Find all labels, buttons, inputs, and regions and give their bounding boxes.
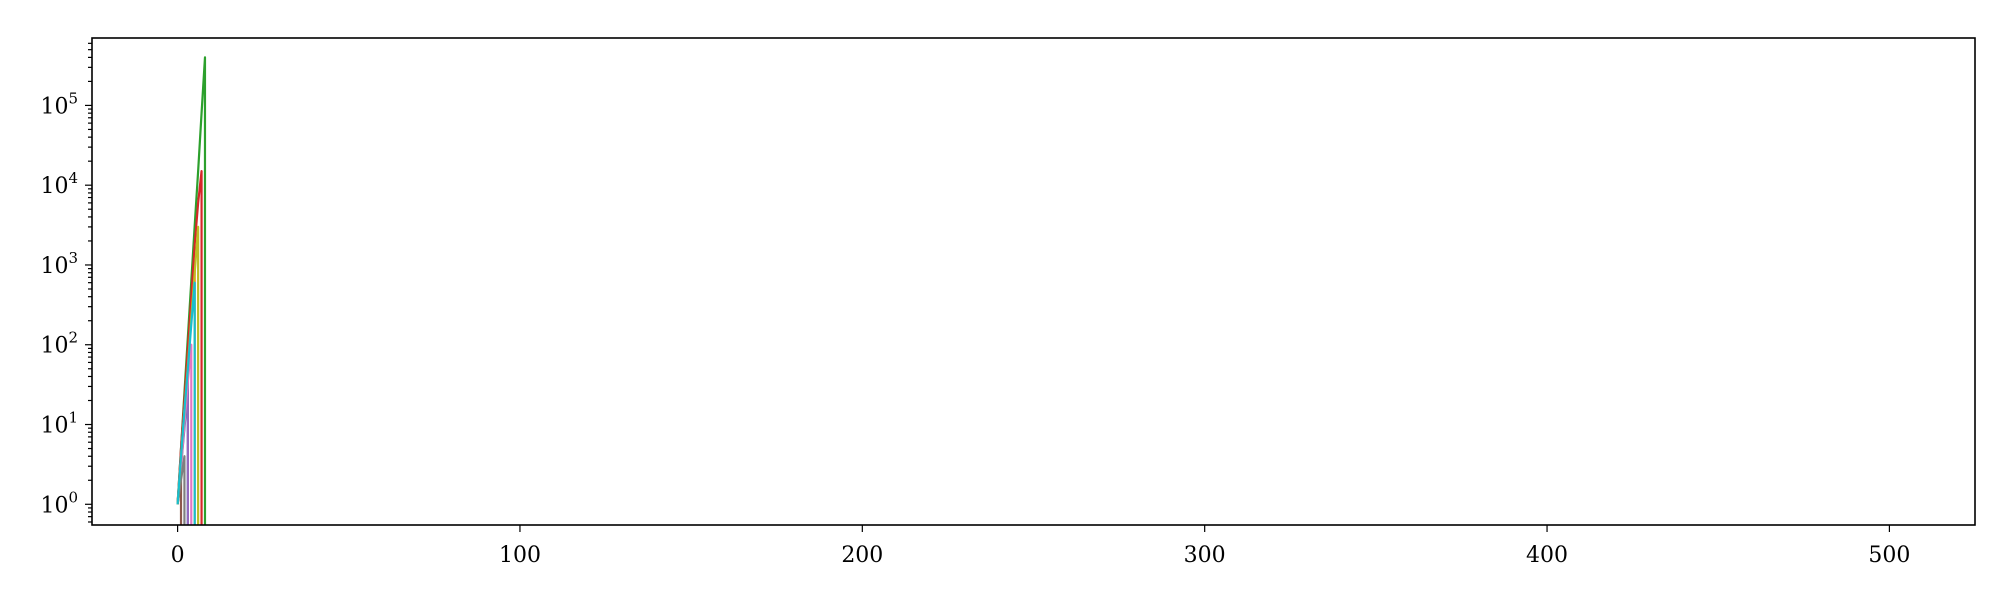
series-layer xyxy=(176,56,207,525)
x-tick-label: 400 xyxy=(1526,543,1568,568)
x-tick-label: 100 xyxy=(499,543,541,568)
x-tick-label: 500 xyxy=(1868,543,1910,568)
y-tick-label: 102 xyxy=(40,329,78,359)
y-axis: 100 101 102 103 104 105 xyxy=(40,42,92,523)
y-tick-label: 101 xyxy=(40,409,78,439)
series-line-10 xyxy=(176,281,196,525)
x-tick-label: 0 xyxy=(171,543,185,568)
y-tick-label: 105 xyxy=(40,89,78,119)
x-axis: 0 100 200 300 400 500 xyxy=(171,525,1910,568)
y-tick-label: 100 xyxy=(40,488,78,518)
x-tick-label: 300 xyxy=(1184,543,1226,568)
y-tick-label: 103 xyxy=(40,249,78,279)
plot-frame xyxy=(91,37,1976,526)
x-tick-label: 200 xyxy=(841,543,883,568)
y-tick-label: 104 xyxy=(40,169,78,199)
